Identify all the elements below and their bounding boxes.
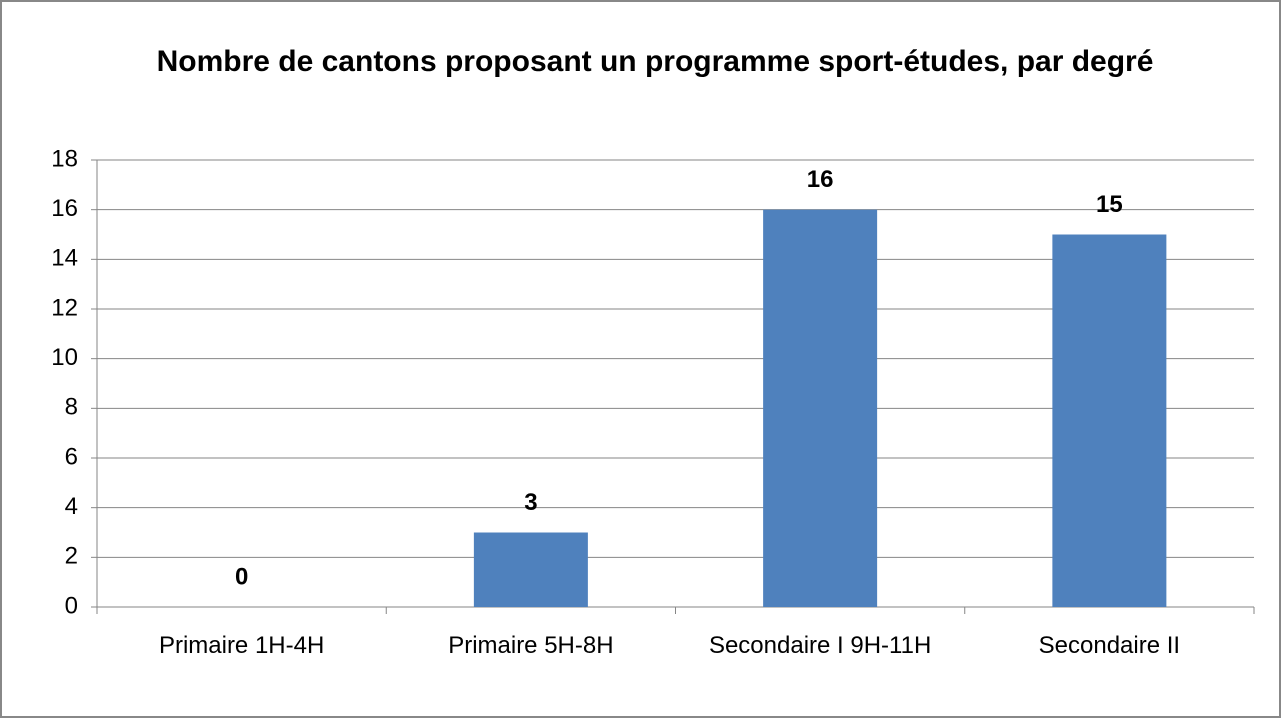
x-tick-label: Secondaire II <box>1038 632 1181 659</box>
bar <box>473 532 588 607</box>
y-tick-label: 2 <box>65 543 78 570</box>
y-tick-label: 18 <box>51 145 78 172</box>
bar <box>763 209 878 607</box>
y-tick-label: 12 <box>51 294 78 321</box>
y-tick-label: 14 <box>51 245 78 272</box>
data-label: 0 <box>235 563 248 590</box>
x-tick-label: Secondaire I 9H-11H <box>708 632 932 659</box>
bar <box>1052 234 1167 607</box>
y-tick-label: 8 <box>65 394 78 421</box>
y-tick-label: 4 <box>65 493 78 520</box>
data-label: 16 <box>807 166 834 193</box>
y-tick-label: 0 <box>65 592 78 619</box>
y-tick-label: 10 <box>51 344 78 371</box>
data-label: 3 <box>524 489 537 516</box>
x-tick-label: Primaire 5H-8H <box>448 632 614 659</box>
chart-title: Nombre de cantons proposant un programme… <box>156 45 1154 78</box>
y-tick-label: 6 <box>65 443 78 470</box>
data-label: 15 <box>1096 191 1123 218</box>
y-tick-label: 16 <box>51 195 78 222</box>
x-tick-label: Primaire 1H-4H <box>158 632 325 659</box>
